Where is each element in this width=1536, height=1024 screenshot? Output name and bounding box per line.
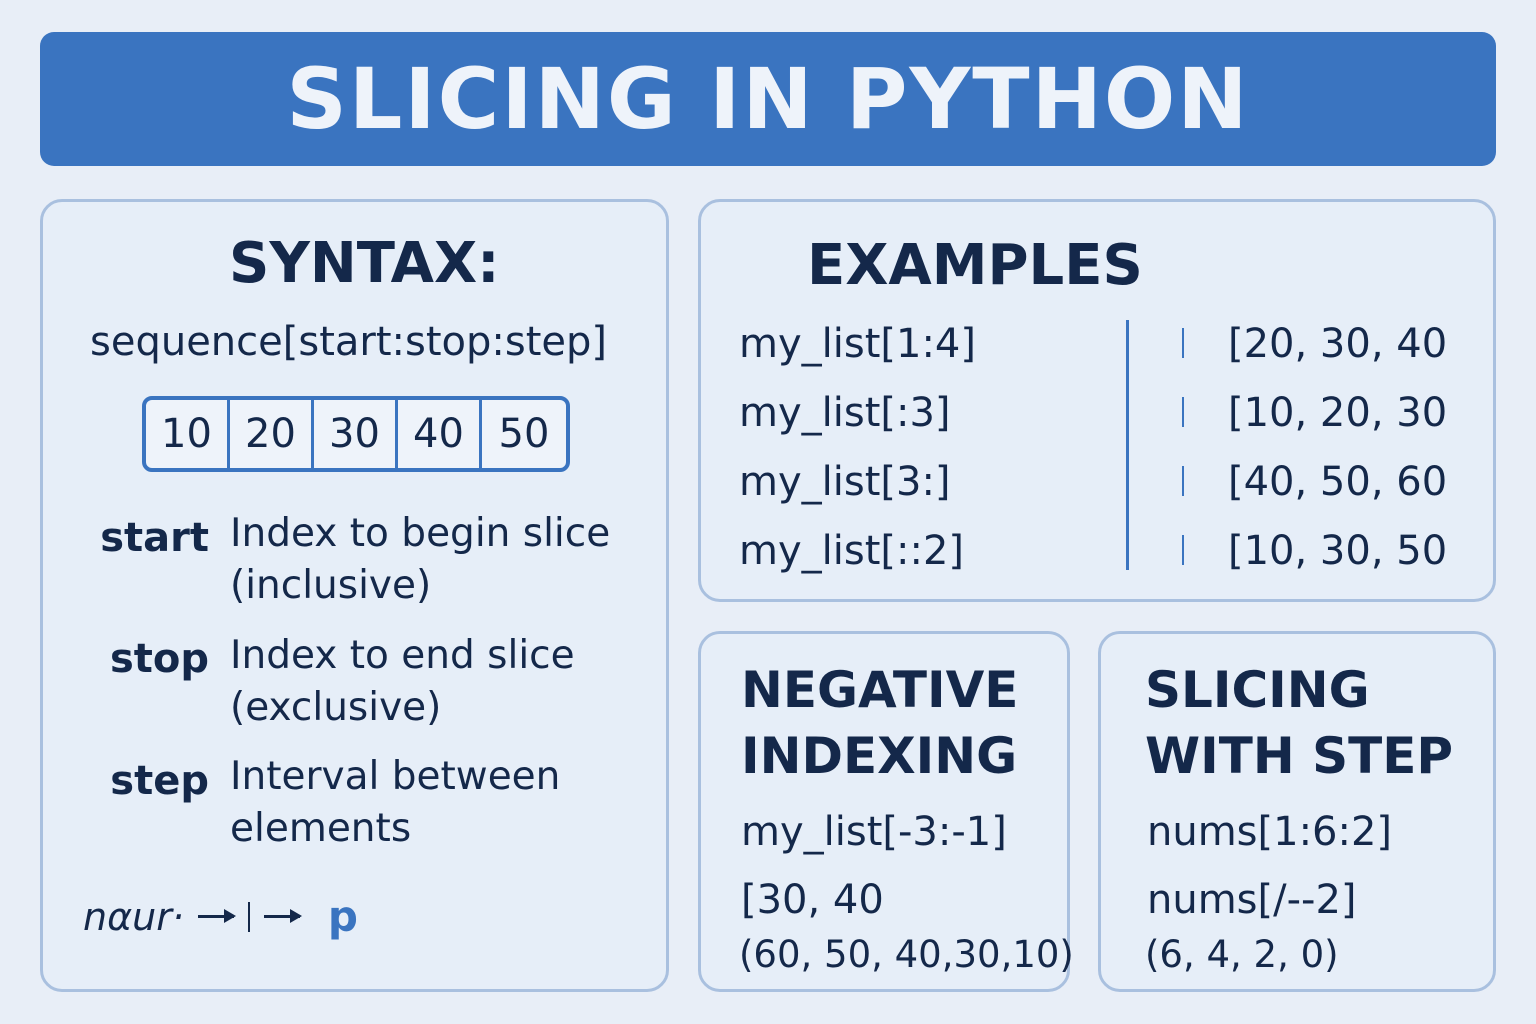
param-desc-start: Index to begin slice (inclusive)	[230, 511, 611, 608]
step-heading-line2: WITH STEP	[1145, 727, 1454, 785]
step-sequence: (6, 4, 2, 0)	[1145, 933, 1339, 976]
pointer-letter: p	[327, 892, 358, 941]
result-tick	[1182, 466, 1184, 496]
array-cell: 20	[230, 400, 314, 468]
example-result: [10, 20, 30	[1228, 390, 1448, 436]
slicing-with-step-panel: SLICING WITH STEP nums[1:6:2] nums[/--2]…	[1098, 631, 1496, 992]
slice-arrow-diagram: nαur· p	[83, 892, 358, 941]
param-desc-step: Interval between elements	[230, 754, 561, 851]
negative-heading-line1: NEGATIVE	[741, 661, 1019, 719]
example-result: [20, 30, 40	[1228, 321, 1448, 367]
array-cell: 10	[146, 400, 230, 468]
step-expr-1: nums[1:6:2]	[1147, 809, 1393, 855]
step-heading-line1: SLICING	[1145, 661, 1370, 719]
negative-indexing-panel: NEGATIVE INDEXING my_list[-3:-1] [30, 40…	[698, 631, 1074, 992]
syntax-panel: SYNTAX: sequence[start:stop:step] 10 20 …	[40, 199, 669, 992]
result-tick	[1182, 397, 1184, 427]
array-cell: 50	[498, 411, 550, 457]
param-term-start: start	[100, 515, 209, 561]
bar-icon	[247, 901, 250, 932]
step-expr-2: nums[/--2]	[1147, 877, 1357, 923]
negative-result: [30, 40	[741, 877, 884, 923]
examples-heading: EXAMPLES	[807, 233, 1143, 298]
syntax-heading: SYNTAX:	[229, 231, 500, 296]
example-expr: my_list[:3]	[739, 390, 951, 436]
arrow-right-icon	[263, 909, 302, 923]
negative-expr: my_list[-3:-1]	[741, 809, 1007, 855]
title-banner: SLICING IN PYTHON	[40, 32, 1496, 166]
example-result: [40, 50, 60	[1228, 459, 1448, 505]
page-title: SLICING IN PYTHON	[286, 50, 1250, 148]
param-term-step: step	[110, 758, 209, 804]
negative-sequence: (60, 50, 40,30,10)	[739, 933, 1074, 976]
example-expr: my_list[1:4]	[739, 321, 976, 367]
negative-heading-line2: INDEXING	[741, 727, 1018, 785]
result-tick	[1182, 328, 1184, 358]
examples-panel: EXAMPLES my_list[1:4] [20, 30, 40 my_lis…	[698, 199, 1496, 602]
example-expr: my_list[3:]	[739, 459, 951, 505]
result-tick	[1182, 535, 1184, 565]
example-expr: my_list[::2]	[739, 528, 964, 574]
example-result: [10, 30, 50	[1228, 528, 1448, 574]
examples-divider	[1126, 320, 1129, 570]
param-desc-stop: Index to end slice (exclusive)	[230, 633, 575, 730]
scribble-text: nαur·	[83, 894, 184, 939]
param-term-stop: stop	[109, 636, 209, 682]
arrow-right-icon	[197, 909, 236, 923]
array-cell: 40	[398, 400, 482, 468]
array-cell: 30	[314, 400, 398, 468]
example-array: 10 20 30 40 50	[142, 396, 570, 472]
syntax-signature: sequence[start:stop:step]	[90, 319, 607, 365]
